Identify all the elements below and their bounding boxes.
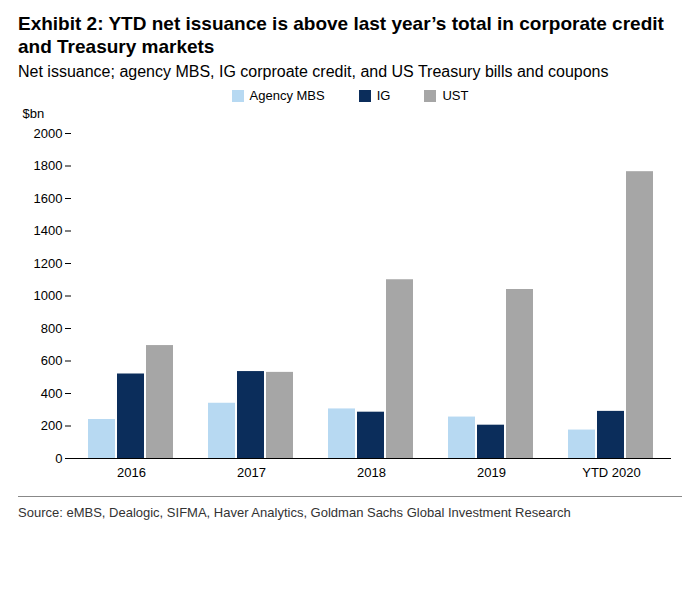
- html-text:IG: IG: [376, 88, 391, 103]
- svg-text:2018: 2018: [357, 465, 386, 480]
- html-text:Net issuance; agency MBS, IG c: Net issuance; agency MBS, IG corproate c…: [18, 63, 609, 80]
- svg-text:200: 200: [41, 418, 63, 433]
- svg-text:1400: 1400: [34, 223, 63, 238]
- svg-text:1000: 1000: [34, 288, 63, 303]
- svg-text:2017: 2017: [237, 465, 266, 480]
- svg-text:2000: 2000: [34, 126, 63, 141]
- svg-text:400: 400: [41, 386, 63, 401]
- html-text:Agency MBS: Agency MBS: [249, 88, 325, 103]
- svg-text:800: 800: [41, 321, 63, 336]
- svg-text:YTD 2020: YTD 2020: [582, 465, 641, 480]
- svg-text:600: 600: [41, 353, 63, 368]
- html-text:Exhibit 2: YTD net issuance is: Exhibit 2: YTD net issuance is above las…: [18, 13, 664, 57]
- svg-text:1800: 1800: [34, 158, 63, 173]
- svg-text:1600: 1600: [34, 191, 63, 206]
- html-text:Source: eMBS, Dealogic, SIFMA,: Source: eMBS, Dealogic, SIFMA, Haver Ana…: [18, 505, 571, 520]
- svg-text:2016: 2016: [117, 465, 146, 480]
- svg-text:0: 0: [55, 451, 62, 466]
- svg-text:1200: 1200: [34, 256, 63, 271]
- svg-text:2019: 2019: [477, 465, 506, 480]
- svg-text:$bn: $bn: [23, 106, 45, 121]
- html-text:UST: UST: [442, 88, 469, 103]
